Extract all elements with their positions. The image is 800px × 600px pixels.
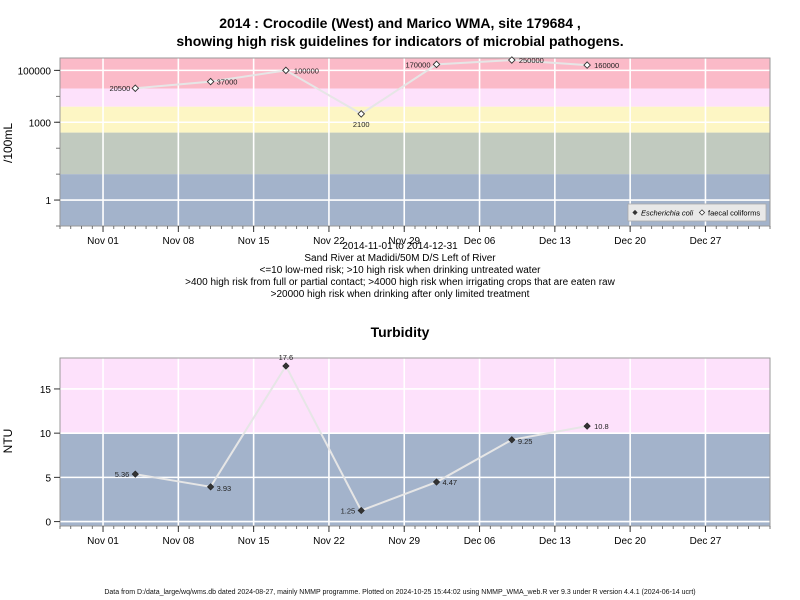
x-tick-label: Nov 15 <box>238 536 270 547</box>
chart-title: 2014 : Crocodile (West) and Marico WMA, … <box>219 15 581 31</box>
y-tick-label: 10 <box>40 429 52 440</box>
legend-marker <box>632 209 638 216</box>
band-3 <box>60 88 770 107</box>
data-label: 1.25 <box>341 507 356 516</box>
data-label: 160000 <box>594 61 619 70</box>
microbial-chart: Nov 01 Nov 08 Nov 15 Nov 22 Nov 29 Dec 06 Dec … <box>18 56 771 247</box>
note-guideline-treatment: >20000 high risk when drinking after onl… <box>270 289 530 300</box>
note-guideline-drinking: <=10 low-med risk; >10 high risk when dr… <box>259 265 541 276</box>
footer-note: Data from D:/data_large/wq/wms.db dated … <box>104 589 696 596</box>
x-tick-label: Nov 29 <box>388 536 420 547</box>
x-tick-label: Dec 06 <box>464 536 496 547</box>
x-tick-label: Dec 20 <box>614 536 646 547</box>
data-label: 5.36 <box>115 470 130 479</box>
data-label: 20500 <box>109 84 130 93</box>
data-point <box>131 470 139 478</box>
y-tick-label: 1 <box>45 196 51 207</box>
note-guideline-contact: >400 high risk from full or partial cont… <box>185 277 615 288</box>
data-label: 4.47 <box>443 478 458 487</box>
band-1 <box>60 132 770 175</box>
y-tick-label: 15 <box>40 385 52 396</box>
data-label: 170000 <box>405 60 430 69</box>
data-point <box>131 84 140 93</box>
legend: Escherichia coli faecal coliforms <box>627 203 767 222</box>
data-label: 17.6 <box>279 353 294 362</box>
y-tick-label: 0 <box>45 518 51 529</box>
data-label: 9.25 <box>518 437 533 446</box>
y-tick-label: 5 <box>45 473 51 484</box>
data-point <box>432 60 441 69</box>
legend-label: faecal coliforms <box>708 208 760 217</box>
x-tick-label: Nov 15 <box>238 236 270 247</box>
data-point <box>206 77 215 86</box>
y-tick-label: 1000 <box>29 118 52 129</box>
data-label: 2100 <box>353 120 370 129</box>
x-tick-label: Dec 27 <box>690 236 722 247</box>
x-tick-label: Nov 22 <box>313 236 345 247</box>
data-point <box>357 506 365 515</box>
x-tick-label: Nov 22 <box>313 536 345 547</box>
legend-marker <box>698 209 706 216</box>
data-label: 37000 <box>217 78 238 87</box>
data-point <box>507 56 516 64</box>
turbidity-title: Turbidity <box>370 324 430 340</box>
legend-label: Escherichia coli <box>641 208 693 217</box>
band-2 <box>60 106 770 133</box>
data-label: 3.93 <box>217 484 232 493</box>
data-point <box>206 483 215 491</box>
data-point <box>583 61 591 69</box>
turbidity-chart: Nov 01 Nov 08 Nov 15 Nov 22 Nov 29 Dec 06 Dec … <box>40 353 771 547</box>
data-point <box>357 110 366 118</box>
data-label: 10.8 <box>594 422 609 431</box>
x-tick-label: Dec 13 <box>539 236 571 247</box>
note-site: Sand River at Madidi/50M D/S Left of Riv… <box>304 253 496 264</box>
data-label: 100000 <box>294 66 319 75</box>
x-tick-label: Nov 01 <box>87 536 119 547</box>
x-tick-label: Nov 08 <box>162 536 194 547</box>
data-point <box>282 362 290 370</box>
x-tick-label: Dec 13 <box>539 536 571 547</box>
data-point <box>508 436 516 444</box>
legend-box <box>627 203 767 222</box>
data-point <box>432 478 441 486</box>
data-label: 250000 <box>519 56 544 65</box>
data-point <box>583 422 591 430</box>
data-point <box>282 66 290 75</box>
x-tick-label: Nov 01 <box>87 236 119 247</box>
band-1 <box>60 358 770 434</box>
x-tick-label: Dec 06 <box>464 236 496 247</box>
x-tick-label: Dec 20 <box>614 236 646 247</box>
x-tick-label: Nov 08 <box>162 236 194 247</box>
note-date-range: 2014-11-01 to 2014-12-31 <box>342 241 458 252</box>
x-tick-label: Dec 27 <box>690 536 722 547</box>
x-tick-label: Nov 29 <box>388 236 420 247</box>
chart-subtitle: showing high risk guidelines for indicat… <box>176 33 624 49</box>
y-tick-label: 100000 <box>18 66 52 77</box>
